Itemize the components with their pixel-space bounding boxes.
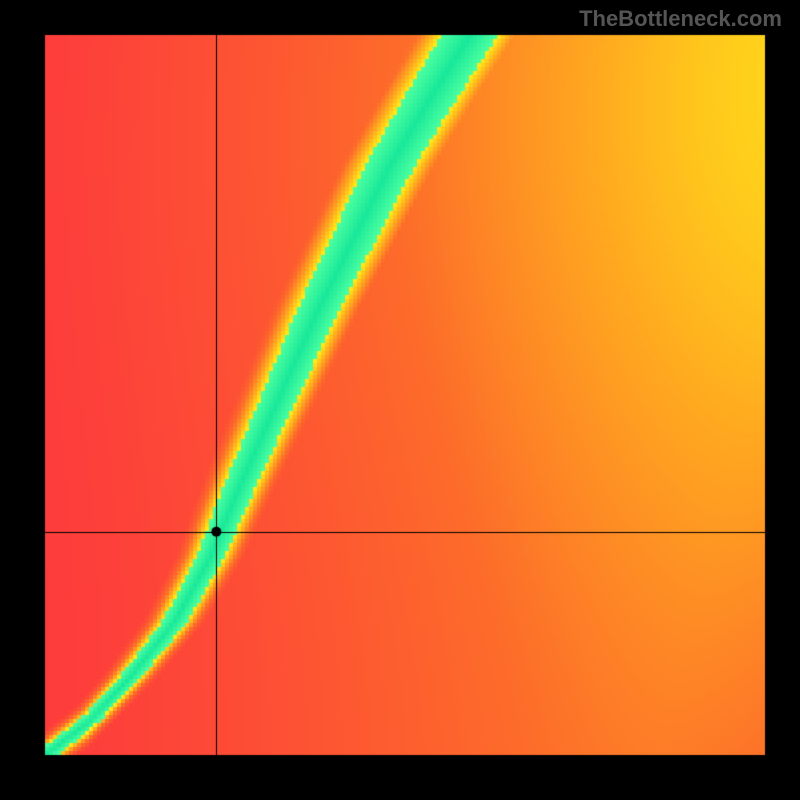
chart-container: TheBottleneck.com [0, 0, 800, 800]
watermark-text: TheBottleneck.com [579, 6, 782, 32]
heatmap-canvas [0, 0, 800, 800]
